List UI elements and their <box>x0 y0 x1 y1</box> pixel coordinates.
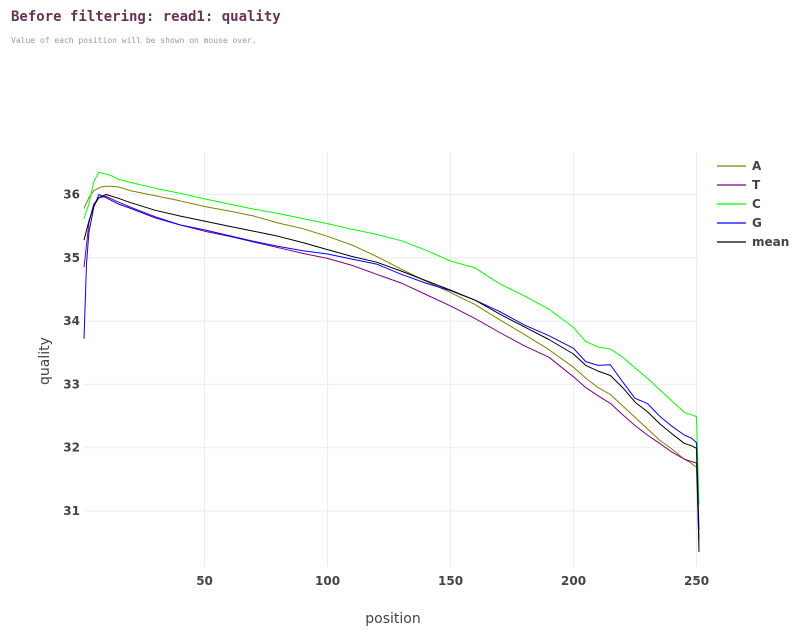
legend-label-A[interactable]: A <box>752 159 762 173</box>
chart-title: Before filtering: read1: quality <box>11 9 281 25</box>
series-line-T[interactable] <box>83 195 700 540</box>
x-axis-title: position <box>365 611 420 627</box>
legend-label-mean[interactable]: mean <box>752 235 789 249</box>
series-line-C[interactable] <box>83 171 700 505</box>
series-line-G[interactable] <box>83 194 700 531</box>
x-tick-label: 100 <box>315 574 340 588</box>
series-layer[interactable] <box>83 171 700 553</box>
y-tick-label: 36 <box>63 188 80 202</box>
y-tick-label: 31 <box>63 504 80 518</box>
series-line-mean[interactable] <box>83 194 700 553</box>
y-axis-title: quality <box>37 337 53 385</box>
y-tick-label: 33 <box>63 377 80 391</box>
legend-label-C[interactable]: C <box>752 197 761 211</box>
tick-layer: 31 32 33 34 35 36 50 100 150 200 250 <box>63 188 709 589</box>
y-tick-label: 32 <box>63 441 80 455</box>
legend-label-G[interactable]: G <box>752 216 762 230</box>
chart-subtitle: Value of each position will be shown on … <box>11 36 257 45</box>
y-tick-label: 34 <box>63 314 80 328</box>
y-tick-label: 35 <box>63 251 80 265</box>
x-tick-label: 150 <box>438 574 463 588</box>
x-tick-label: 50 <box>196 574 213 588</box>
x-tick-label: 200 <box>561 574 586 588</box>
legend-label-T[interactable]: T <box>752 178 761 192</box>
series-line-A[interactable] <box>83 185 700 547</box>
x-tick-label: 250 <box>684 574 709 588</box>
grid-layer <box>85 152 699 566</box>
